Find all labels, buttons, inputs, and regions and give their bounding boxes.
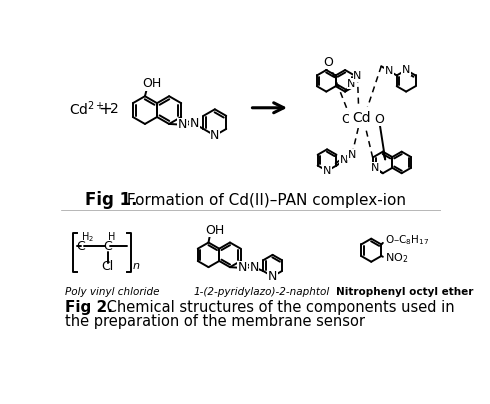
Text: O: O (324, 56, 334, 69)
Text: N: N (323, 166, 331, 176)
Text: OH: OH (205, 224, 224, 237)
Text: Fig 2.: Fig 2. (65, 300, 113, 315)
Text: Nitrophenyl octyl ether: Nitrophenyl octyl ether (336, 287, 474, 297)
Text: H: H (108, 232, 115, 242)
Text: Cd: Cd (353, 111, 371, 125)
Text: H$_2$: H$_2$ (81, 230, 94, 244)
Text: OH: OH (142, 78, 162, 90)
Text: Cl: Cl (101, 260, 114, 273)
Text: N: N (348, 150, 356, 160)
Text: NO$_2$: NO$_2$ (385, 251, 409, 265)
Text: 1-(2-pyridylazo)-2-naphtol: 1-(2-pyridylazo)-2-naphtol (193, 287, 329, 297)
Text: N: N (268, 270, 277, 283)
Text: Cd$^{2+}$: Cd$^{2+}$ (69, 99, 105, 118)
Text: N: N (238, 261, 247, 274)
Text: Poly vinyl chloride: Poly vinyl chloride (65, 287, 160, 297)
Text: C: C (76, 240, 85, 253)
Text: Formation of Cd(II)–PAN complex-ion: Formation of Cd(II)–PAN complex-ion (122, 193, 406, 208)
Text: N: N (371, 163, 379, 173)
Text: C: C (103, 240, 112, 253)
Text: Fig 1.: Fig 1. (84, 191, 137, 209)
Text: N: N (210, 129, 220, 142)
Text: N: N (347, 79, 355, 89)
Text: 2: 2 (110, 101, 118, 116)
Text: O–C$_8$H$_{17}$: O–C$_8$H$_{17}$ (385, 234, 429, 248)
Text: N: N (340, 155, 348, 165)
Text: O: O (374, 113, 384, 126)
Text: N: N (385, 66, 393, 76)
Text: N: N (177, 118, 187, 131)
Text: Chemical structures of the components used in: Chemical structures of the components us… (101, 300, 454, 315)
Text: O: O (342, 113, 351, 126)
Text: the preparation of the membrane sensor: the preparation of the membrane sensor (65, 314, 365, 329)
Text: N: N (402, 65, 410, 75)
Text: N: N (190, 118, 199, 130)
Text: N: N (353, 71, 362, 81)
Text: +: + (98, 99, 112, 118)
Text: N: N (249, 261, 259, 274)
Text: n: n (133, 261, 140, 271)
